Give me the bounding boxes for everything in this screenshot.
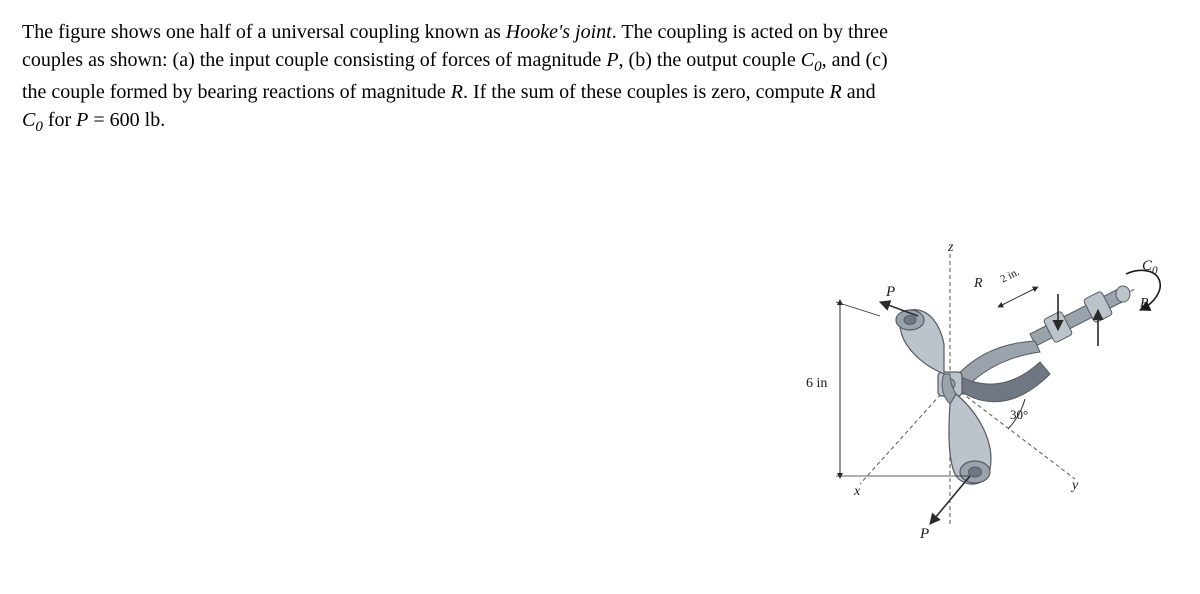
text-segment: . If the sum of these couples is zero, c… xyxy=(463,81,830,103)
force-label-p-bottom: P xyxy=(920,524,929,545)
couple-label-c0: C0 xyxy=(1142,256,1158,280)
axis-label-z: z xyxy=(948,238,953,258)
force-label-r-right: R xyxy=(1140,294,1149,314)
figure-svg xyxy=(800,224,1170,554)
force-label-p-top: P xyxy=(886,282,895,303)
text-segment: for xyxy=(43,109,76,131)
variable-p: P xyxy=(76,109,88,131)
text-segment: = 600 lb. xyxy=(88,109,165,131)
text-segment: . The coupling is acted on by three xyxy=(612,21,888,43)
axis-label-y: y xyxy=(1072,476,1078,496)
angle-30deg: 30° xyxy=(1010,406,1028,424)
term-hookes-joint: Hooke's joint xyxy=(506,21,612,43)
variable-r: R xyxy=(830,81,842,103)
text-segment: the couple formed by bearing reactions o… xyxy=(22,81,451,103)
problem-statement: The figure shows one half of a universal… xyxy=(22,18,1178,138)
force-label-r-left: R xyxy=(974,274,983,294)
text-segment: , and (c) xyxy=(822,49,888,71)
axis-label-x: x xyxy=(854,482,860,502)
variable-p: P xyxy=(606,49,618,71)
variable-r: R xyxy=(451,81,463,103)
text-segment: The figure shows one half of a universal… xyxy=(22,21,506,43)
variable-c0: C0 xyxy=(801,49,822,71)
variable-c0: C0 xyxy=(22,109,43,131)
dimension-6in: 6 in xyxy=(806,374,827,394)
text-segment: and xyxy=(842,81,876,103)
text-segment: couples as shown: (a) the input couple c… xyxy=(22,49,606,71)
figure-hookes-joint: z x y P P R R C0 6 in 2 in. 30° xyxy=(800,224,1170,554)
text-segment: , (b) the output couple xyxy=(619,49,801,71)
